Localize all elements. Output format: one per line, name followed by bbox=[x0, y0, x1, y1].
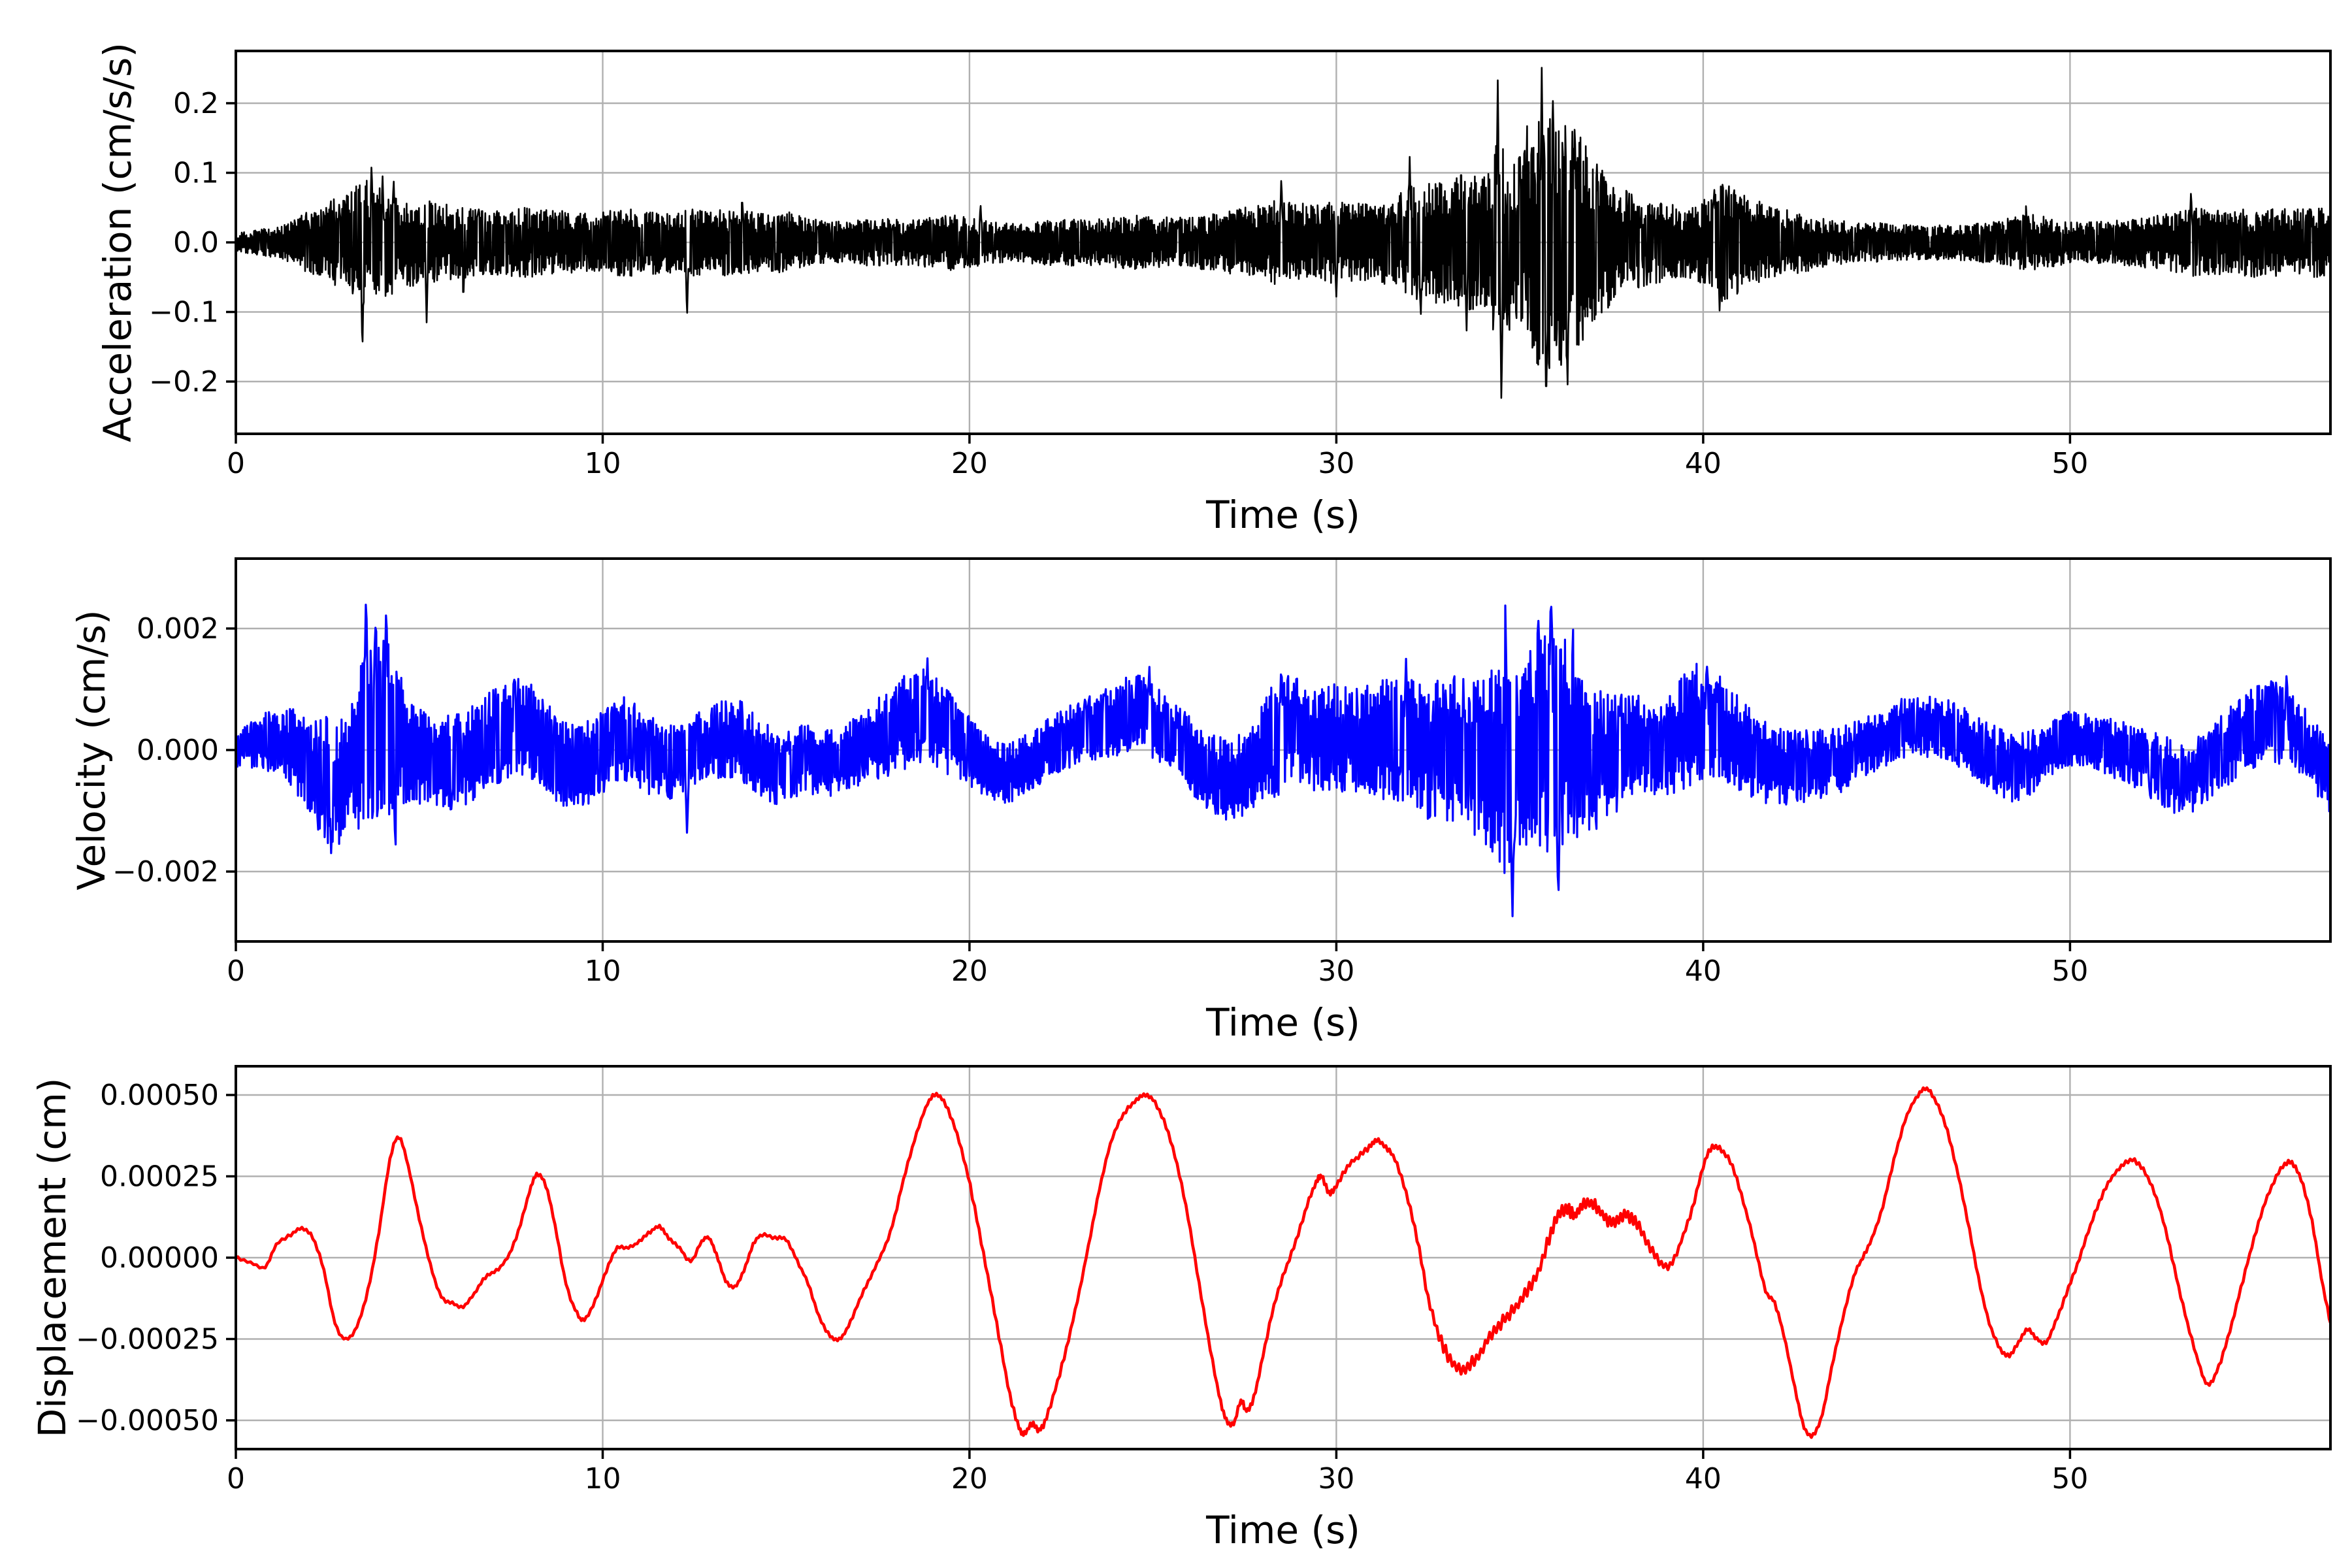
acceleration-xtick-label: 30 bbox=[1318, 447, 1354, 480]
velocity-ytick-label: −0.002 bbox=[112, 855, 219, 889]
displacement-xtick-label: 40 bbox=[1685, 1462, 1722, 1495]
velocity-ytick-label: 0.000 bbox=[137, 734, 219, 767]
acceleration-xtick-label: 50 bbox=[2051, 447, 2088, 480]
velocity-tick-labels: 0 10 20 30 40 50 0.002 0.000 −0.002 bbox=[112, 612, 2088, 988]
acceleration-ytick-label: 0.1 bbox=[173, 156, 219, 189]
acceleration-xtick-label: 40 bbox=[1685, 447, 1722, 480]
velocity-xtick-label: 30 bbox=[1318, 955, 1354, 988]
displacement-ytick-label: −0.00025 bbox=[76, 1322, 219, 1356]
velocity-yaxis-label: Velocity (cm/s) bbox=[69, 610, 114, 890]
displacement-ytick-label: 0.00025 bbox=[100, 1160, 219, 1193]
displacement-xaxis-label: Time (s) bbox=[1205, 1508, 1360, 1552]
acceleration-xtick-label: 10 bbox=[585, 447, 621, 480]
panel-displacement: 0 10 20 30 40 50 0.00050 0.00025 0.00000 −0.00025… bbox=[30, 1065, 2332, 1552]
velocity-xtick-label: 20 bbox=[951, 955, 988, 988]
acceleration-yaxis-label: Acceleration (cm/s/s) bbox=[95, 42, 140, 442]
displacement-xtick-label: 50 bbox=[2051, 1462, 2088, 1495]
displacement-ytick-label: 0.00000 bbox=[100, 1241, 219, 1275]
velocity-xtick-label: 0 bbox=[227, 955, 245, 988]
acceleration-ytick-label: 0.0 bbox=[173, 226, 219, 259]
velocity-xtick-label: 50 bbox=[2051, 955, 2088, 988]
panel-velocity: 0 10 20 30 40 50 0.002 0.000 −0.002 Time (s) Veloc… bbox=[69, 557, 2332, 1045]
displacement-ytick-label: 0.00050 bbox=[100, 1079, 219, 1112]
displacement-xtick-label: 10 bbox=[585, 1462, 621, 1495]
velocity-ytick-label: 0.002 bbox=[137, 612, 219, 645]
acceleration-xtick-label: 0 bbox=[227, 447, 245, 480]
acceleration-xaxis-label: Time (s) bbox=[1205, 493, 1360, 537]
acceleration-xtick-label: 20 bbox=[951, 447, 988, 480]
displacement-yaxis-label: Displacement (cm) bbox=[30, 1078, 74, 1438]
displacement-ytick-label: −0.00050 bbox=[76, 1404, 219, 1437]
acceleration-tick-labels: 0 10 20 30 40 50 0.2 0.1 0.0 −0.1 −0.2 bbox=[149, 87, 2088, 480]
acceleration-trace bbox=[236, 67, 2330, 399]
displacement-ticks bbox=[226, 1094, 2072, 1459]
velocity-xtick-label: 40 bbox=[1685, 955, 1722, 988]
velocity-xaxis-label: Time (s) bbox=[1205, 1000, 1360, 1045]
acceleration-ytick-label: −0.2 bbox=[149, 365, 219, 399]
acceleration-ticks bbox=[226, 102, 2072, 444]
acceleration-ytick-label: −0.1 bbox=[149, 295, 219, 329]
displacement-tick-labels: 0 10 20 30 40 50 0.00050 0.00025 0.00000 −0.00025… bbox=[76, 1079, 2088, 1495]
acceleration-ytick-label: 0.2 bbox=[173, 87, 219, 120]
velocity-xtick-label: 10 bbox=[585, 955, 621, 988]
grid-displacement bbox=[235, 1066, 2330, 1449]
displacement-xtick-label: 20 bbox=[951, 1462, 988, 1495]
displacement-xtick-label: 0 bbox=[227, 1462, 245, 1495]
displacement-trace bbox=[236, 1086, 2330, 1439]
panel-acceleration: 0 10 20 30 40 50 0.2 0.1 0.0 −0.1 −0.2 Time (s) Acce… bbox=[95, 42, 2332, 537]
displacement-xtick-label: 30 bbox=[1318, 1462, 1354, 1495]
velocity-ticks bbox=[226, 627, 2072, 951]
velocity-trace bbox=[236, 604, 2330, 917]
